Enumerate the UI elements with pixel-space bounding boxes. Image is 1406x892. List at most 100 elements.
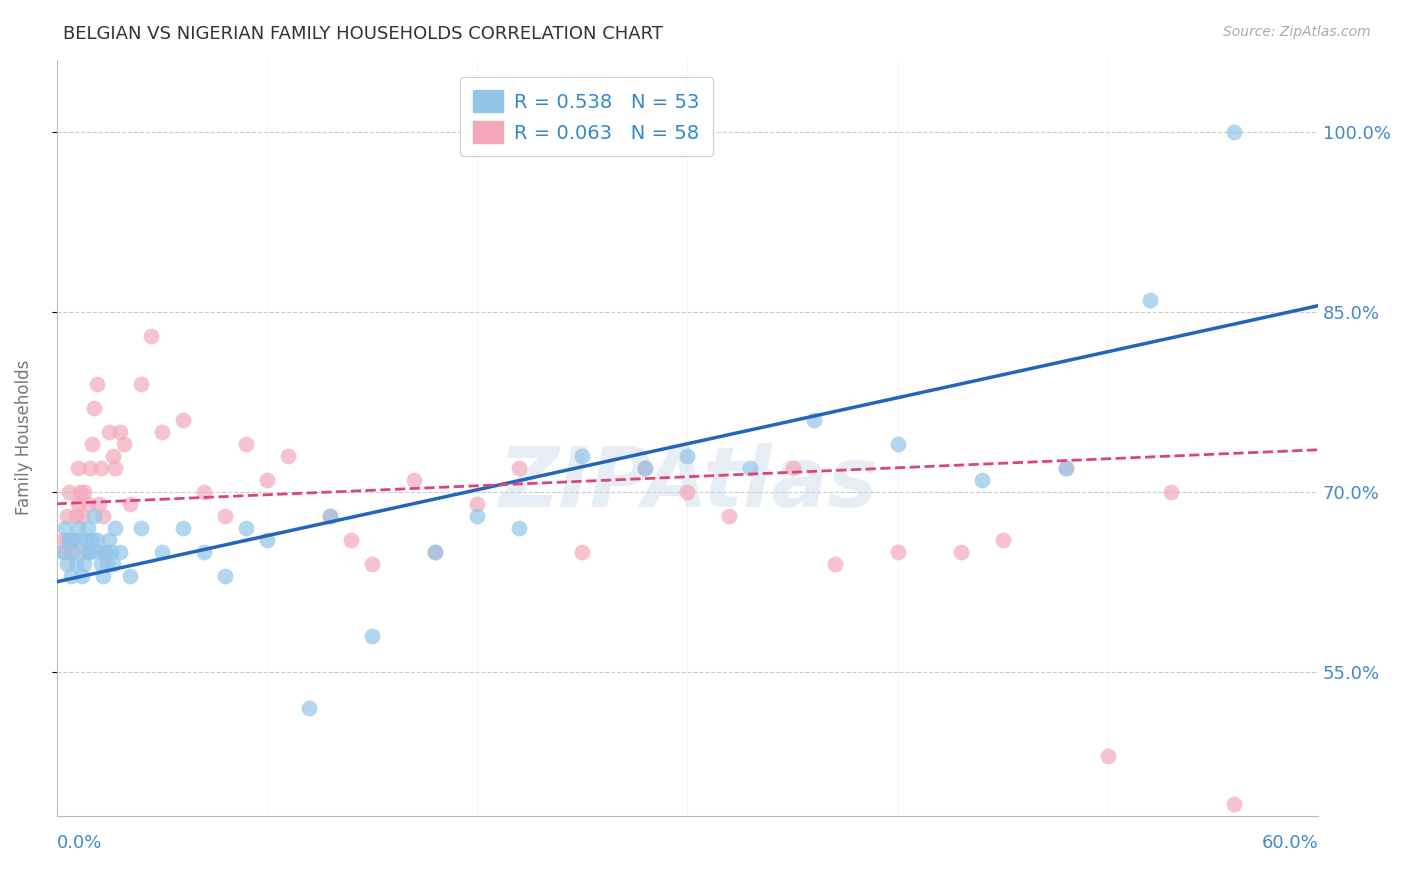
Point — [193, 484, 215, 499]
Point — [77, 545, 100, 559]
Point — [214, 569, 236, 583]
Point — [103, 449, 125, 463]
Point — [129, 376, 152, 391]
Text: Source: ZipAtlas.com: Source: ZipAtlas.com — [1223, 25, 1371, 39]
Point — [120, 497, 142, 511]
Point — [634, 460, 657, 475]
Point — [79, 545, 101, 559]
Point — [634, 460, 657, 475]
Point — [235, 436, 257, 450]
Point — [65, 557, 87, 571]
Point — [319, 508, 342, 523]
Text: 0.0%: 0.0% — [56, 834, 103, 852]
Point — [60, 545, 83, 559]
Point — [77, 497, 100, 511]
Point — [991, 533, 1014, 547]
Point — [62, 545, 84, 559]
Point — [150, 545, 173, 559]
Point — [104, 460, 127, 475]
Point — [298, 701, 321, 715]
Point — [277, 449, 299, 463]
Point — [87, 497, 110, 511]
Point — [423, 545, 446, 559]
Point — [1139, 293, 1161, 307]
Point — [87, 545, 110, 559]
Point — [73, 557, 96, 571]
Point — [104, 521, 127, 535]
Point — [82, 436, 104, 450]
Point — [96, 557, 118, 571]
Point — [56, 508, 79, 523]
Point — [141, 328, 163, 343]
Point — [676, 484, 699, 499]
Point — [52, 545, 75, 559]
Point — [1160, 484, 1182, 499]
Point — [77, 521, 100, 535]
Point — [60, 533, 83, 547]
Point — [91, 508, 114, 523]
Point — [56, 557, 79, 571]
Point — [62, 533, 84, 547]
Point — [53, 521, 76, 535]
Text: 60.0%: 60.0% — [1261, 834, 1319, 852]
Point — [82, 533, 104, 547]
Point — [108, 425, 131, 439]
Point — [60, 569, 83, 583]
Point — [86, 533, 108, 547]
Point — [571, 449, 593, 463]
Point — [94, 545, 117, 559]
Point — [70, 508, 93, 523]
Point — [98, 533, 121, 547]
Point — [824, 557, 846, 571]
Point — [83, 508, 105, 523]
Point — [90, 460, 112, 475]
Point — [886, 436, 908, 450]
Point — [129, 521, 152, 535]
Point — [1054, 460, 1077, 475]
Point — [423, 545, 446, 559]
Point — [52, 533, 75, 547]
Point — [740, 460, 762, 475]
Point — [886, 545, 908, 559]
Point — [112, 436, 135, 450]
Point — [361, 629, 384, 643]
Point — [83, 401, 105, 415]
Point — [108, 545, 131, 559]
Point — [949, 545, 972, 559]
Point — [970, 473, 993, 487]
Text: ZIPAtlas: ZIPAtlas — [498, 442, 877, 524]
Legend: R = 0.538   N = 53, R = 0.063   N = 58: R = 0.538 N = 53, R = 0.063 N = 58 — [460, 77, 713, 156]
Point — [66, 460, 89, 475]
Point — [1223, 125, 1246, 139]
Point — [256, 533, 278, 547]
Point — [340, 533, 363, 547]
Point — [803, 413, 825, 427]
Point — [1097, 748, 1119, 763]
Point — [58, 533, 80, 547]
Point — [465, 508, 488, 523]
Point — [69, 533, 91, 547]
Point — [1223, 797, 1246, 811]
Point — [465, 497, 488, 511]
Point — [90, 557, 112, 571]
Point — [69, 484, 91, 499]
Point — [58, 484, 80, 499]
Point — [1054, 460, 1077, 475]
Point — [75, 545, 97, 559]
Point — [94, 545, 117, 559]
Point — [361, 557, 384, 571]
Point — [100, 545, 122, 559]
Point — [56, 533, 79, 547]
Point — [402, 473, 425, 487]
Point — [91, 569, 114, 583]
Point — [103, 557, 125, 571]
Point — [193, 545, 215, 559]
Point — [235, 521, 257, 535]
Point — [86, 376, 108, 391]
Point — [66, 497, 89, 511]
Point — [53, 545, 76, 559]
Point — [120, 569, 142, 583]
Point — [782, 460, 804, 475]
Point — [75, 533, 97, 547]
Point — [98, 425, 121, 439]
